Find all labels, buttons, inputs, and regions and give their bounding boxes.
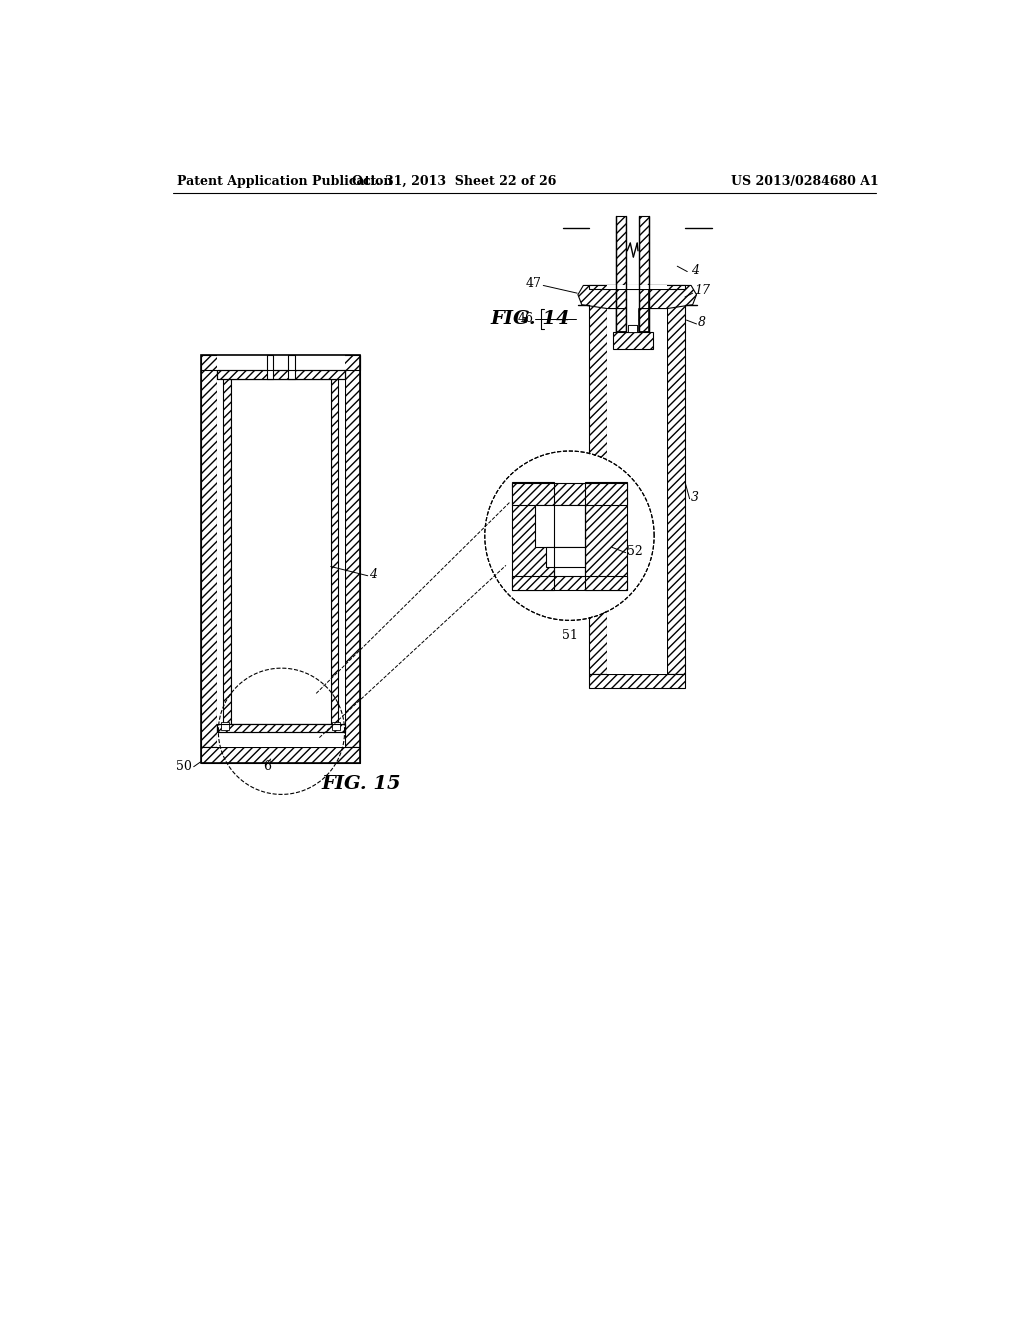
Bar <box>512 483 628 506</box>
Bar <box>221 722 229 730</box>
Text: FIG. 15: FIG. 15 <box>322 775 401 792</box>
Bar <box>668 289 685 675</box>
Text: 52: 52 <box>628 545 643 557</box>
Bar <box>202 747 360 763</box>
Bar <box>590 289 607 675</box>
Bar <box>628 326 637 331</box>
Text: Patent Application Publication: Patent Application Publication <box>177 176 392 187</box>
Circle shape <box>486 453 652 619</box>
Bar <box>345 355 360 747</box>
Text: 8: 8 <box>698 315 707 329</box>
Bar <box>289 355 295 379</box>
Bar <box>535 504 585 548</box>
Bar <box>607 285 668 289</box>
Text: 17: 17 <box>694 284 711 297</box>
Text: Oct. 31, 2013  Sheet 22 of 26: Oct. 31, 2013 Sheet 22 of 26 <box>352 176 556 187</box>
Bar <box>612 331 652 348</box>
Bar <box>616 216 627 331</box>
Bar <box>627 216 639 331</box>
Bar <box>333 722 340 730</box>
Bar <box>217 370 345 379</box>
Text: 3: 3 <box>691 491 699 504</box>
Text: 50: 50 <box>176 760 193 774</box>
Bar <box>607 289 668 675</box>
Bar <box>547 548 585 566</box>
Text: FIG. 14: FIG. 14 <box>490 310 570 327</box>
Bar <box>585 482 628 590</box>
Bar <box>217 725 345 733</box>
Bar <box>590 675 685 688</box>
Bar <box>628 326 637 331</box>
Bar <box>331 379 339 725</box>
Bar <box>217 725 345 733</box>
Text: 46: 46 <box>517 312 534 325</box>
Bar <box>202 355 360 763</box>
Bar <box>217 355 345 747</box>
Bar <box>202 355 217 747</box>
Bar <box>202 355 360 370</box>
Bar <box>230 379 331 725</box>
Text: 4: 4 <box>691 264 699 277</box>
Text: 51: 51 <box>561 630 578 643</box>
Bar <box>223 379 230 725</box>
Polygon shape <box>578 285 627 331</box>
Bar <box>512 482 554 590</box>
Text: US 2013/0284680 A1: US 2013/0284680 A1 <box>731 176 879 187</box>
Polygon shape <box>639 285 696 331</box>
Text: 6: 6 <box>263 760 271 774</box>
Bar <box>590 285 685 289</box>
Bar <box>267 355 273 379</box>
Bar <box>217 370 345 379</box>
Text: 47: 47 <box>526 277 542 289</box>
Text: 4: 4 <box>370 568 377 581</box>
Bar <box>639 216 649 331</box>
Bar <box>512 576 628 590</box>
